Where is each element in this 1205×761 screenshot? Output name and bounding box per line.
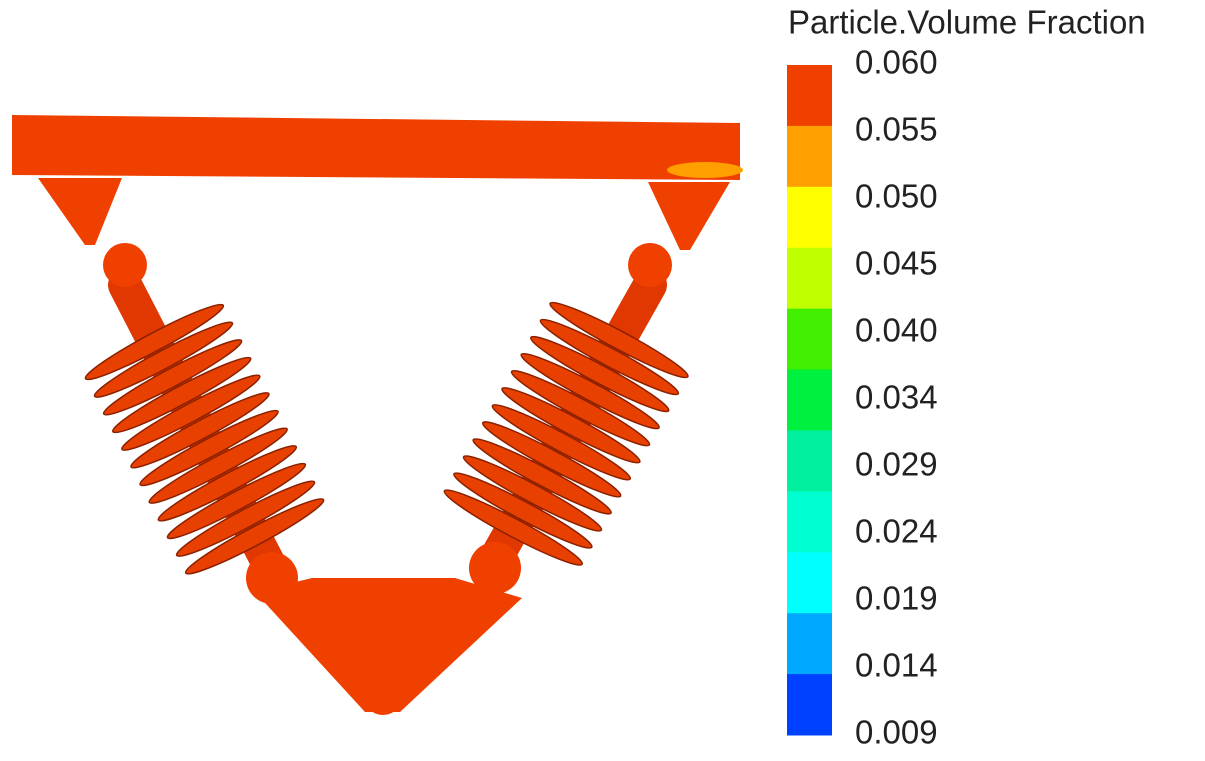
legend-label: 0.029: [855, 446, 938, 483]
legend-band: [787, 369, 832, 431]
insulator-fin: [84, 303, 225, 381]
right-insulator: [443, 243, 689, 594]
yoke-tip: [363, 675, 403, 715]
insulator-fin: [175, 480, 316, 557]
legend-label: 0.034: [855, 379, 938, 416]
bottom-yoke: [255, 578, 522, 712]
legend-label: 0.060: [855, 44, 938, 81]
insulator-cap: [628, 243, 672, 287]
legend-label: 0.050: [855, 178, 938, 215]
insulator-fin: [184, 498, 325, 575]
left-bracket: [38, 178, 122, 245]
legend-band: [787, 491, 832, 553]
legend-label: 0.009: [855, 714, 938, 751]
insulator-fin: [166, 462, 307, 540]
insulator-fin: [453, 472, 593, 549]
insulator-fin: [130, 392, 270, 469]
insulator-fin: [501, 387, 641, 464]
legend-label: 0.024: [855, 513, 938, 550]
legend-band: [787, 552, 832, 614]
left-insulator: [84, 243, 325, 604]
insulator-fin: [93, 321, 234, 398]
legend-label: 0.045: [855, 245, 938, 282]
legend-band: [787, 125, 832, 188]
beam-spot: [667, 162, 743, 178]
legend-band: [787, 430, 832, 492]
insulator-fin: [111, 356, 252, 434]
insulator-fin: [148, 427, 288, 504]
insulator-fin: [139, 409, 279, 487]
insulator-fin: [491, 404, 632, 481]
insulator-fin: [157, 445, 298, 522]
insulator-fin: [549, 301, 689, 379]
legend-label: 0.040: [855, 312, 938, 349]
insulator-fin: [472, 438, 612, 515]
legend-label: 0.014: [855, 647, 938, 684]
legend-band: [787, 613, 832, 675]
insulator-fin: [520, 352, 660, 430]
model: [12, 115, 743, 715]
legend-band: [787, 65, 832, 127]
legend-title: Particle.Volume Fraction: [788, 4, 1146, 41]
legend-label: 0.055: [855, 111, 938, 148]
insulator-fin: [102, 339, 243, 416]
insulator-fin: [510, 369, 651, 447]
right-bracket: [648, 182, 730, 250]
legend-band: [787, 247, 832, 310]
insulator-fin: [462, 455, 603, 532]
insulator-fin: [121, 374, 261, 451]
insulator-cap: [469, 542, 521, 594]
legend: 0.060 0.055 0.050 0.045 0.040 0.034 0.029 0.024…: [787, 44, 938, 751]
insulator-fin: [481, 421, 622, 498]
legend-label: 0.019: [855, 580, 938, 617]
insulator-cap: [103, 243, 147, 287]
beam: [12, 115, 740, 180]
legend-band: [787, 674, 832, 736]
legend-band: [787, 308, 832, 371]
insulator-fin: [539, 318, 680, 396]
insulator-cap: [246, 552, 298, 604]
legend-band: [787, 186, 832, 249]
insulator-fin: [443, 489, 584, 566]
insulator-fin: [530, 335, 670, 413]
